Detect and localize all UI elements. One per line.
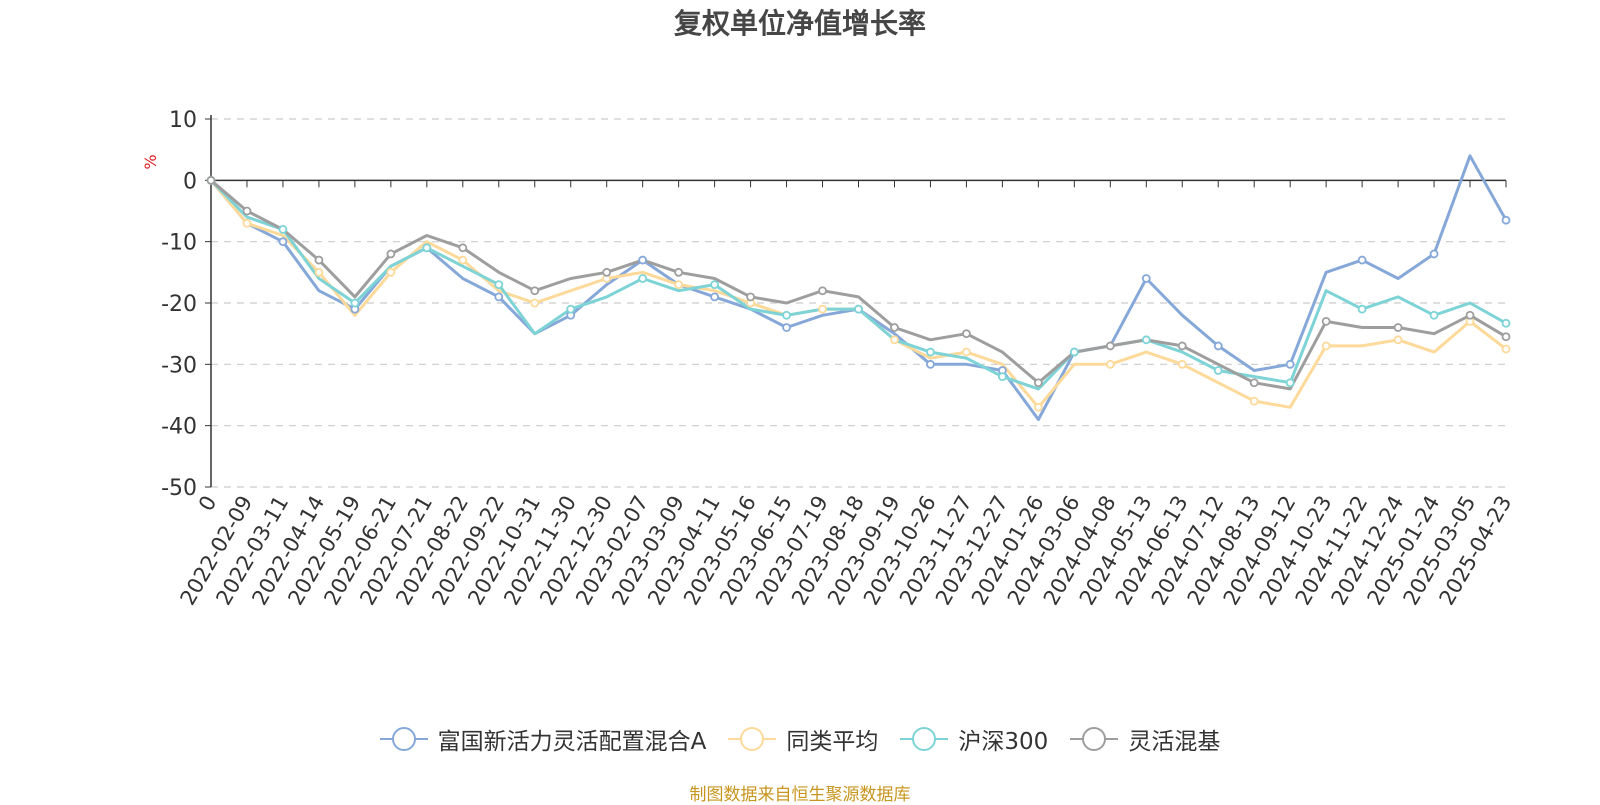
y-tick-label: 0 [183,169,197,194]
legend: 富国新活力灵活配置混合A 同类平均 沪深300 灵活混基 [0,722,1600,756]
data-point [1213,366,1223,375]
data-point [530,298,540,308]
data-point [997,372,1007,382]
data-point [566,304,576,314]
axes: 100-10-20-30-40-5002022-02-092022-03-112… [161,108,1516,609]
data-point [458,243,468,253]
legend-line-marker-icon [728,727,777,751]
data-point [1321,316,1331,326]
line-chart: 100-10-20-30-40-5002022-02-092022-03-112… [141,108,1516,609]
data-point [926,359,935,369]
series-line [210,179,1507,391]
y-tick-label: -10 [161,231,197,256]
data-point [1141,335,1151,345]
data-point [710,292,720,302]
data-point [314,267,324,277]
series-line [209,179,1507,391]
data-point [530,286,540,296]
y-axis-label: % [141,154,160,169]
data-point [962,329,971,339]
data-point [1501,215,1511,225]
data-point [494,280,504,290]
data-point [1465,310,1475,320]
data-point [962,347,971,357]
data-point [494,292,504,302]
y-tick-label: -20 [161,292,197,317]
series-markers [206,175,1511,412]
source-note: 制图数据来自恒生聚源数据库 [689,785,911,805]
data-point [710,280,720,290]
data-point [350,298,360,308]
data-point [1393,335,1403,345]
legend-item[interactable]: 沪深300 [900,722,1048,756]
data-point [854,304,863,314]
x-tick-label: 0 [194,492,221,516]
data-point [422,243,432,253]
legend-label: 灵活混基 [1128,729,1221,755]
legend-item[interactable]: 富国新活力灵活配置混合A [379,722,707,756]
data-point [818,286,827,296]
data-point [1177,341,1187,351]
y-tick-label: -40 [161,415,197,440]
data-point [890,335,899,345]
data-point [1429,310,1439,320]
data-point [314,255,324,265]
data-point [638,255,648,265]
y-tick-label: -50 [161,476,197,501]
data-point [602,267,612,277]
data-point [818,304,827,314]
data-point [890,323,899,332]
data-point [926,347,935,357]
legend-line-marker-icon [900,727,949,751]
legend-line-marker-icon [379,727,428,751]
legend-item[interactable]: 同类平均 [728,722,878,756]
data-point [1141,274,1151,283]
data-point [242,206,252,216]
data-point [1285,359,1295,369]
series-line [209,179,1507,409]
data-point [458,255,468,265]
data-point [386,267,396,277]
legend-item[interactable]: 灵活混基 [1070,722,1220,756]
data-point [1501,332,1511,342]
data-point [1321,341,1331,351]
data-point [782,310,791,320]
data-point [1033,378,1043,388]
series-line [209,154,1508,421]
data-point [674,267,684,277]
data-point [674,280,684,290]
y-tick-label: -30 [161,353,197,378]
data-point [1501,318,1511,328]
data-point [1033,402,1043,412]
data-point [746,292,755,302]
data-point [1429,249,1439,259]
data-point [1357,304,1367,314]
data-point [1285,378,1295,388]
data-point [1105,359,1115,369]
data-point [638,274,648,283]
series-lines [209,154,1508,421]
data-point [1357,255,1367,265]
legend-line-marker-icon [1070,727,1119,751]
data-point [278,224,288,234]
y-tick-label: 10 [169,108,197,133]
chart-title: 复权单位净值增长率 [673,7,926,40]
data-point [1213,341,1223,351]
data-point [1105,341,1115,351]
data-point [1069,347,1079,357]
data-point [242,218,252,228]
legend-label: 同类平均 [786,729,879,755]
data-point [1501,344,1511,354]
data-point [206,175,216,185]
legend-label: 富国新活力灵活配置混合A [437,729,707,755]
legend-label: 沪深300 [958,729,1049,755]
data-point [1249,396,1259,406]
data-point [386,249,396,259]
data-point [782,323,791,332]
data-point [1249,378,1259,388]
grid-lines [211,118,1506,488]
data-point [278,237,288,247]
data-point [1177,359,1187,369]
data-point [1393,323,1403,332]
